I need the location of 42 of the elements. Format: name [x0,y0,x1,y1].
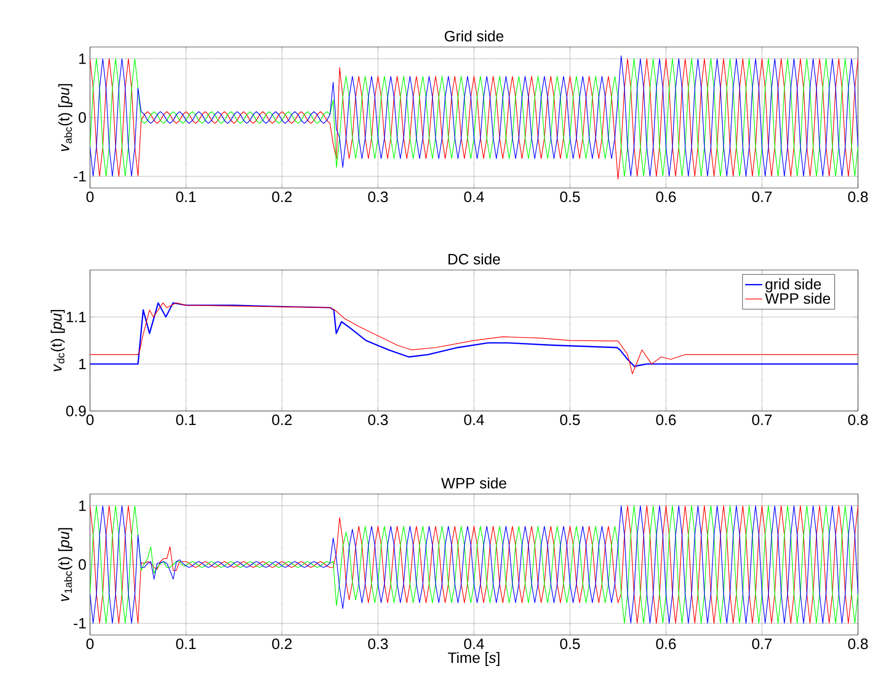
chart-title: WPP side [441,477,506,488]
x-tick-label: 0 [86,414,94,426]
x-tick-label: 0.7 [752,192,772,202]
y-tick-label: 0.9 [66,406,86,416]
x-axis-title: Time [s] [448,652,500,666]
chart-title: DC side [448,253,500,264]
x-tick-label: 0.2 [272,414,292,426]
x-tick-label: 0.6 [656,638,676,650]
x-tick-label: 0.8 [848,414,868,426]
x-tick-label: 0.4 [464,638,484,650]
y-tick-label: 1 [79,500,86,511]
x-tick-label: 0.3 [368,192,388,202]
y-tick-label: 1 [79,358,86,370]
x-tick-label: 0.1 [176,414,196,426]
y-tick-label: -1 [74,618,86,628]
x-tick-label: 0.4 [464,414,484,426]
x-tick-label: 0.2 [272,638,292,650]
x-tick-label: 0.5 [560,192,580,202]
x-tick-label: 0.5 [560,414,580,426]
x-tick-label: 0.1 [176,192,196,202]
x-tick-label: 0.6 [656,414,676,426]
x-tick-label: 0.2 [272,192,292,202]
chart-title: Grid side [444,30,504,42]
x-tick-label: 0 [86,192,94,202]
x-tick-label: 0.7 [752,414,772,426]
x-tick-label: 0.3 [368,638,388,650]
x-tick-label: 0.4 [464,192,484,202]
y-tick-label: 0 [78,112,86,123]
x-tick-label: 0.3 [368,414,388,426]
x-tick-label: 0.8 [848,192,868,202]
x-tick-label: 0.6 [656,192,676,202]
legend-label: WPP side [764,292,830,304]
y-tick-label: 1 [79,54,86,64]
x-tick-label: 0 [86,638,94,650]
y-tick-label: 1.1 [66,312,86,322]
x-tick-label: 0.5 [560,638,580,650]
x-tick-label: 0.7 [752,638,772,650]
x-tick-label: 0.8 [848,638,868,650]
x-tick-label: 0.1 [176,638,196,650]
y-tick-label: -1 [74,171,86,182]
y-tick-label: 0 [78,559,86,570]
legend-label: grid side [766,278,821,292]
